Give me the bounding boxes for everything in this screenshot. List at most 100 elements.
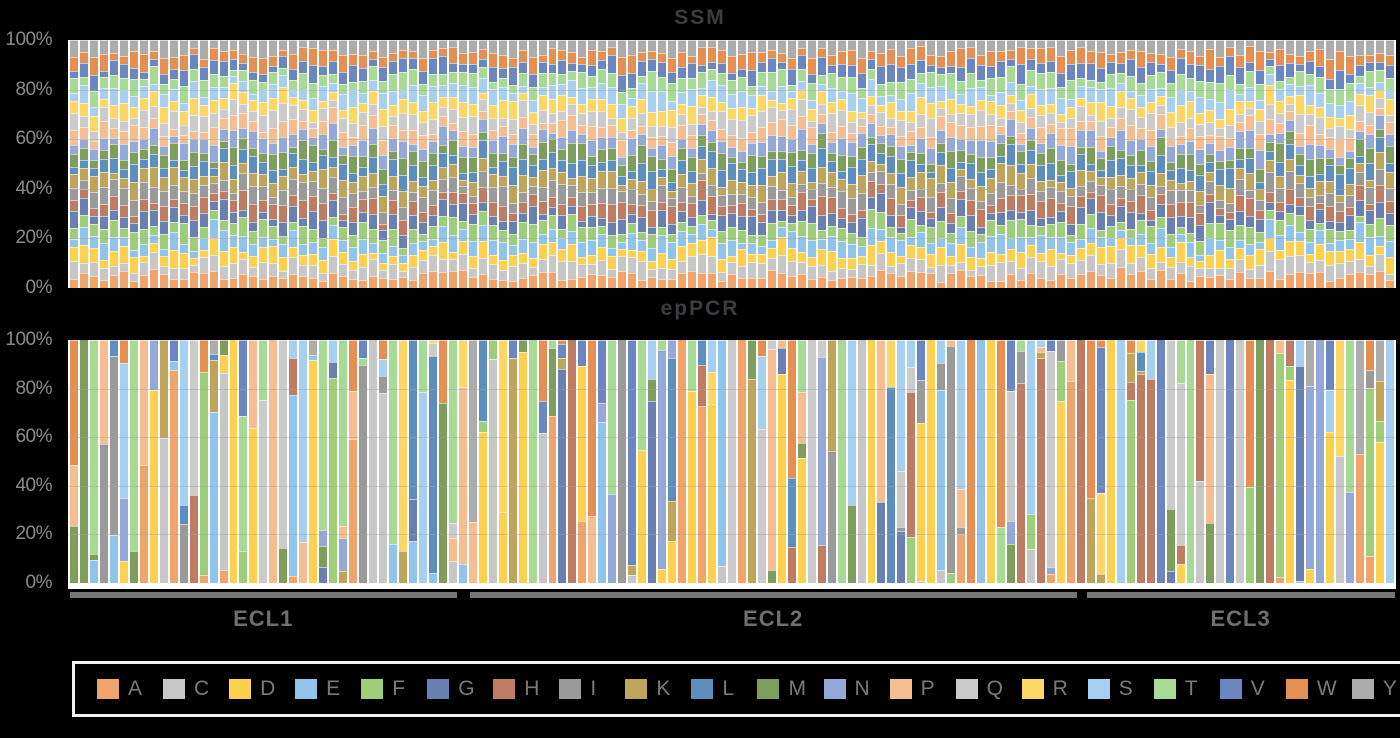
segment-N: [678, 139, 687, 148]
segment-R: [458, 340, 467, 387]
segment-V: [618, 74, 627, 92]
segment-T: [99, 77, 108, 89]
stacked-bar: [1385, 40, 1394, 288]
segment-E: [528, 241, 537, 258]
segment-C: [279, 270, 288, 279]
segment-T: [727, 79, 736, 94]
segment-E: [89, 236, 98, 248]
segment-T: [1296, 71, 1305, 87]
segment-N: [1046, 566, 1055, 575]
segment-G: [1007, 210, 1016, 221]
segment-V: [568, 63, 577, 72]
segment-K: [1146, 185, 1155, 198]
segment-T: [319, 74, 328, 87]
segment-A: [1236, 271, 1245, 288]
segment-N: [897, 146, 906, 159]
legend-item-G: G: [417, 677, 483, 701]
segment-L: [299, 158, 308, 175]
segment-I: [957, 176, 966, 191]
segment-E: [109, 236, 118, 252]
segment-G: [468, 214, 477, 224]
segment-L: [777, 158, 786, 172]
stacked-bar: [628, 40, 637, 288]
segment-L: [1226, 168, 1235, 188]
segment-M: [1346, 158, 1354, 169]
segment-T: [1017, 83, 1025, 101]
segment-Y: [608, 40, 617, 47]
segment-R: [359, 102, 368, 113]
segment-E: [179, 243, 188, 254]
segment-E: [79, 226, 88, 245]
segment-N: [149, 128, 158, 146]
segment-T: [518, 73, 527, 87]
segment-V: [997, 61, 1006, 77]
segment-Q: [1086, 114, 1095, 122]
segment-P: [827, 132, 836, 142]
segment-F: [448, 216, 457, 235]
segment-K: [468, 182, 477, 197]
segment-A: [1296, 272, 1305, 288]
segment-T: [1226, 74, 1235, 90]
segment-H: [70, 200, 78, 211]
segment-V: [688, 62, 697, 79]
segment-Q: [837, 110, 846, 127]
segment-Q: [169, 111, 178, 129]
segment-W: [229, 49, 238, 60]
segment-G: [488, 215, 497, 225]
segment-G: [1096, 212, 1105, 231]
stacked-bar: [618, 40, 627, 288]
segment-S: [797, 81, 806, 90]
segment-G: [1036, 217, 1045, 227]
segment-L: [518, 159, 527, 176]
segment-R: [398, 340, 407, 552]
segment-W: [1166, 56, 1175, 70]
segment-T: [179, 85, 188, 104]
segment-M: [149, 145, 158, 155]
stacked-bar: [658, 340, 667, 583]
segment-A: [79, 273, 88, 288]
segment-D: [1076, 247, 1085, 261]
stacked-bar: [1186, 40, 1195, 288]
segment-Q: [688, 124, 697, 136]
segment-K: [668, 501, 677, 541]
segment-R: [827, 101, 836, 114]
segment-V: [329, 60, 338, 75]
segment-G: [648, 400, 657, 583]
segment-Y: [797, 40, 806, 48]
segment-C: [149, 252, 158, 269]
segment-S: [398, 90, 407, 99]
segment-N: [1196, 149, 1205, 165]
segment-A: [618, 271, 627, 288]
segment-M: [747, 154, 756, 173]
segment-K: [997, 163, 1006, 182]
segment-P: [1126, 124, 1135, 141]
segment-C: [727, 262, 736, 274]
segment-R: [149, 91, 158, 107]
segment-L: [847, 166, 856, 185]
segment-G: [339, 220, 348, 227]
segment-R: [588, 99, 597, 112]
segment-H: [379, 224, 387, 231]
segment-H: [757, 214, 766, 222]
segment-R: [379, 109, 387, 127]
segment-I: [488, 186, 497, 203]
segment-M: [877, 142, 886, 154]
segment-A: [947, 272, 956, 288]
segment-I: [897, 204, 906, 215]
segment-E: [817, 238, 826, 249]
segment-A: [1156, 270, 1165, 288]
segment-H: [1206, 194, 1215, 202]
segment-V: [239, 62, 248, 71]
segment-T: [1186, 340, 1195, 583]
legend-label-K: K: [656, 677, 671, 700]
segment-F: [1246, 486, 1255, 583]
segment-I: [997, 181, 1006, 198]
segment-Y: [1306, 40, 1315, 52]
segment-P: [1186, 127, 1195, 141]
segment-T: [618, 91, 627, 104]
segment-R: [89, 115, 98, 132]
segment-V: [1156, 63, 1165, 72]
segment-A: [89, 276, 98, 288]
segment-Y: [89, 40, 98, 58]
segment-P: [1296, 133, 1305, 146]
